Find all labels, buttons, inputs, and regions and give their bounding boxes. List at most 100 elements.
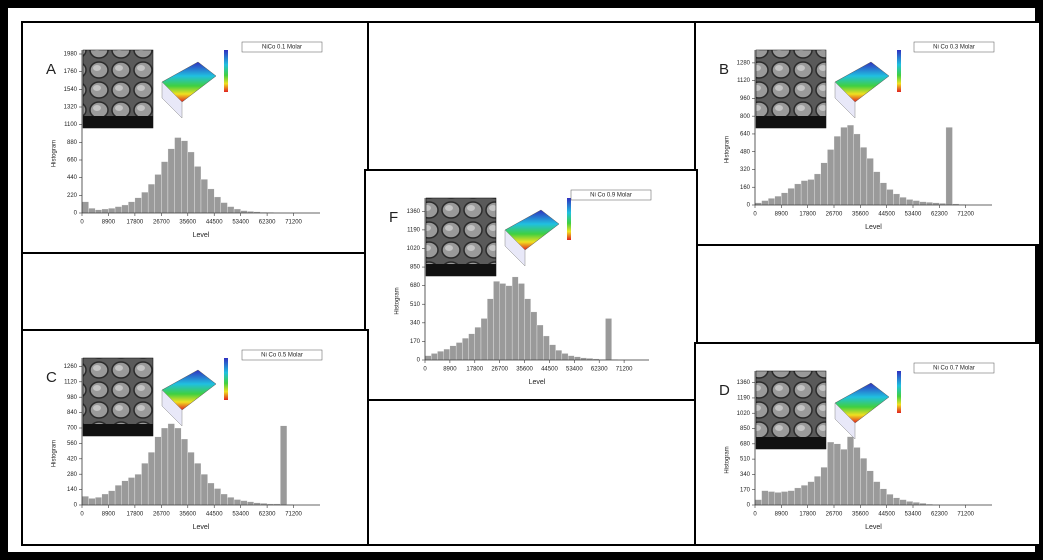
x-tick-label: 62300 [931, 212, 948, 218]
bar [518, 283, 524, 360]
y-tick-label: 1120 [64, 379, 78, 385]
panel-label: F [389, 209, 398, 226]
y-tick-label: 170 [410, 339, 421, 345]
x-tick-label: 71200 [957, 512, 974, 518]
bar [115, 207, 122, 213]
panel: A022044066088011001320154017601980089001… [22, 22, 368, 253]
bar [437, 351, 443, 360]
x-tick-label: 35600 [179, 220, 196, 226]
panel-label: B [719, 61, 729, 78]
bar [108, 491, 115, 505]
bar [431, 353, 437, 360]
x-tick-label: 71200 [616, 367, 633, 373]
x-tick-label: 53400 [905, 212, 922, 218]
x-tick-label: 62300 [259, 220, 276, 226]
sem-scalebar [83, 424, 153, 436]
panel: F017034051068085010201190136008900178002… [365, 170, 697, 400]
bar [821, 467, 828, 505]
y-tick-label: 1280 [737, 60, 751, 66]
x-tick-label: 44500 [878, 512, 895, 518]
bar [531, 312, 537, 360]
x-tick-label: 53400 [232, 220, 249, 226]
y-tick-label: 340 [740, 472, 751, 478]
y-axis-label: Histogram [395, 287, 401, 314]
y-tick-label: 340 [410, 320, 421, 326]
bar [201, 179, 208, 213]
legend-label: NiCo 0.1 Molar [262, 45, 302, 51]
y-tick-label: 800 [740, 114, 751, 120]
bar [893, 498, 900, 505]
bar [562, 353, 568, 360]
y-tick-label: 440 [67, 175, 78, 181]
x-tick-label: 8900 [102, 512, 116, 518]
bar [188, 452, 195, 505]
bar [775, 196, 782, 205]
bar [574, 357, 580, 360]
x-tick-label: 53400 [566, 367, 583, 373]
x-tick-label: 17800 [127, 512, 144, 518]
bar [808, 482, 815, 505]
bar [115, 485, 122, 505]
bar [887, 189, 894, 205]
y-tick-label: 1190 [407, 227, 421, 233]
bar [247, 502, 254, 505]
y-tick-label: 1020 [407, 246, 421, 252]
bar [913, 502, 920, 505]
bar [762, 491, 769, 505]
x-tick-label: 44500 [541, 367, 558, 373]
bar [874, 482, 881, 505]
x-tick-label: 62300 [259, 512, 276, 518]
bar [89, 208, 96, 213]
sem-scalebar [756, 116, 826, 128]
bar [834, 136, 841, 205]
x-tick-label: 53400 [232, 512, 249, 518]
bar [221, 494, 228, 505]
bar [854, 447, 861, 505]
bar [893, 194, 900, 205]
bar [926, 202, 933, 205]
x-tick-label: 44500 [206, 512, 223, 518]
bar [444, 349, 450, 360]
x-tick-label: 8900 [443, 367, 457, 373]
y-tick-label: 1260 [64, 364, 78, 370]
bar [142, 463, 149, 505]
bar [168, 149, 175, 213]
sem-scalebar [83, 116, 153, 128]
y-tick-label: 1100 [64, 122, 78, 128]
y-tick-label: 1540 [64, 87, 78, 93]
bar [847, 125, 854, 205]
bar [775, 492, 782, 505]
bar [801, 181, 808, 205]
bar [135, 474, 142, 505]
bar [781, 492, 788, 505]
y-tick-label: 850 [410, 265, 421, 271]
bar [89, 498, 96, 505]
y-tick-label: 660 [67, 158, 78, 164]
bar [834, 444, 841, 505]
bar [801, 485, 808, 505]
bar [788, 188, 795, 205]
x-tick-label: 8900 [102, 220, 116, 226]
bar [795, 488, 802, 505]
bar [913, 201, 920, 205]
bar [543, 336, 549, 360]
panel-label: D [719, 382, 730, 399]
y-tick-label: 560 [67, 441, 78, 447]
bar [880, 489, 887, 505]
bar [95, 210, 102, 213]
bar [847, 437, 854, 505]
bar [795, 184, 802, 205]
x-tick-label: 26700 [153, 512, 170, 518]
y-tick-label: 480 [740, 149, 751, 155]
bar [194, 463, 201, 505]
x-tick-label: 71200 [285, 220, 302, 226]
bar [128, 478, 135, 506]
bar [906, 501, 913, 505]
bar [755, 500, 762, 505]
x-tick-label: 62300 [931, 512, 948, 518]
colorbar [224, 358, 228, 400]
bar [867, 158, 874, 205]
bar [175, 428, 182, 505]
y-tick-label: 280 [67, 472, 78, 478]
bar [181, 439, 188, 505]
